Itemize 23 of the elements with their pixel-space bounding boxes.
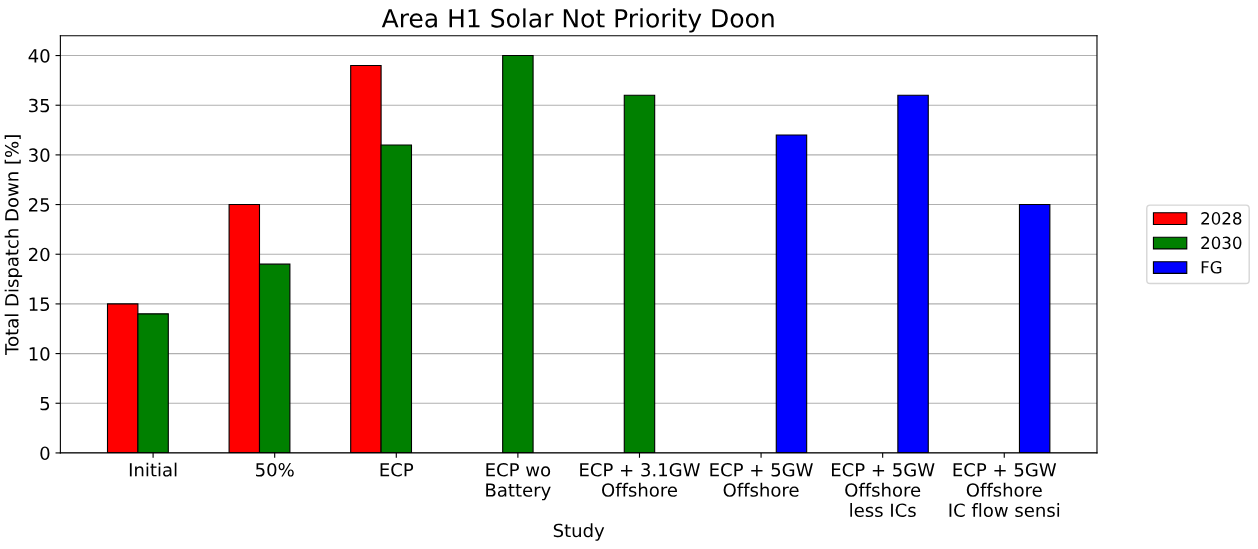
x-tick-label: Initial <box>129 462 177 477</box>
legend-label: 2030 <box>1201 236 1242 250</box>
y-tick-label: 30 <box>29 148 50 163</box>
x-tick-label: 50% <box>256 462 294 477</box>
x-axis-title: Study <box>553 523 605 541</box>
y-tick-label: 10 <box>29 347 50 361</box>
y-tick-label: 5 <box>40 396 50 411</box>
x-tick-label: ECP + 5GW Offshore less ICs <box>832 462 935 518</box>
x-tick-label: ECP + 5GW Offshore <box>710 462 813 497</box>
legend-label: FG <box>1201 261 1222 274</box>
y-tick-label: 25 <box>29 198 50 212</box>
y-tick-label: 40 <box>28 49 50 63</box>
x-tick-label: ECP + 5GW Offshore IC flow sensi <box>949 462 1060 518</box>
legend-label: 2028 <box>1201 212 1242 225</box>
chart-title: Area H1 Solar Not Priority Doon <box>381 8 774 33</box>
y-axis-title: Total Dispatch Down [%] <box>4 135 23 355</box>
y-tick-label: 15 <box>29 297 50 312</box>
x-tick-label: ECP + 3.1GW Offshore <box>580 462 700 497</box>
x-tick-label: ECP <box>380 462 414 477</box>
y-tick-label: 35 <box>29 98 50 113</box>
y-tick-label: 0 <box>40 446 50 461</box>
y-tick-label: 20 <box>29 247 50 262</box>
x-tick-label: ECP wo Battery <box>486 462 551 501</box>
